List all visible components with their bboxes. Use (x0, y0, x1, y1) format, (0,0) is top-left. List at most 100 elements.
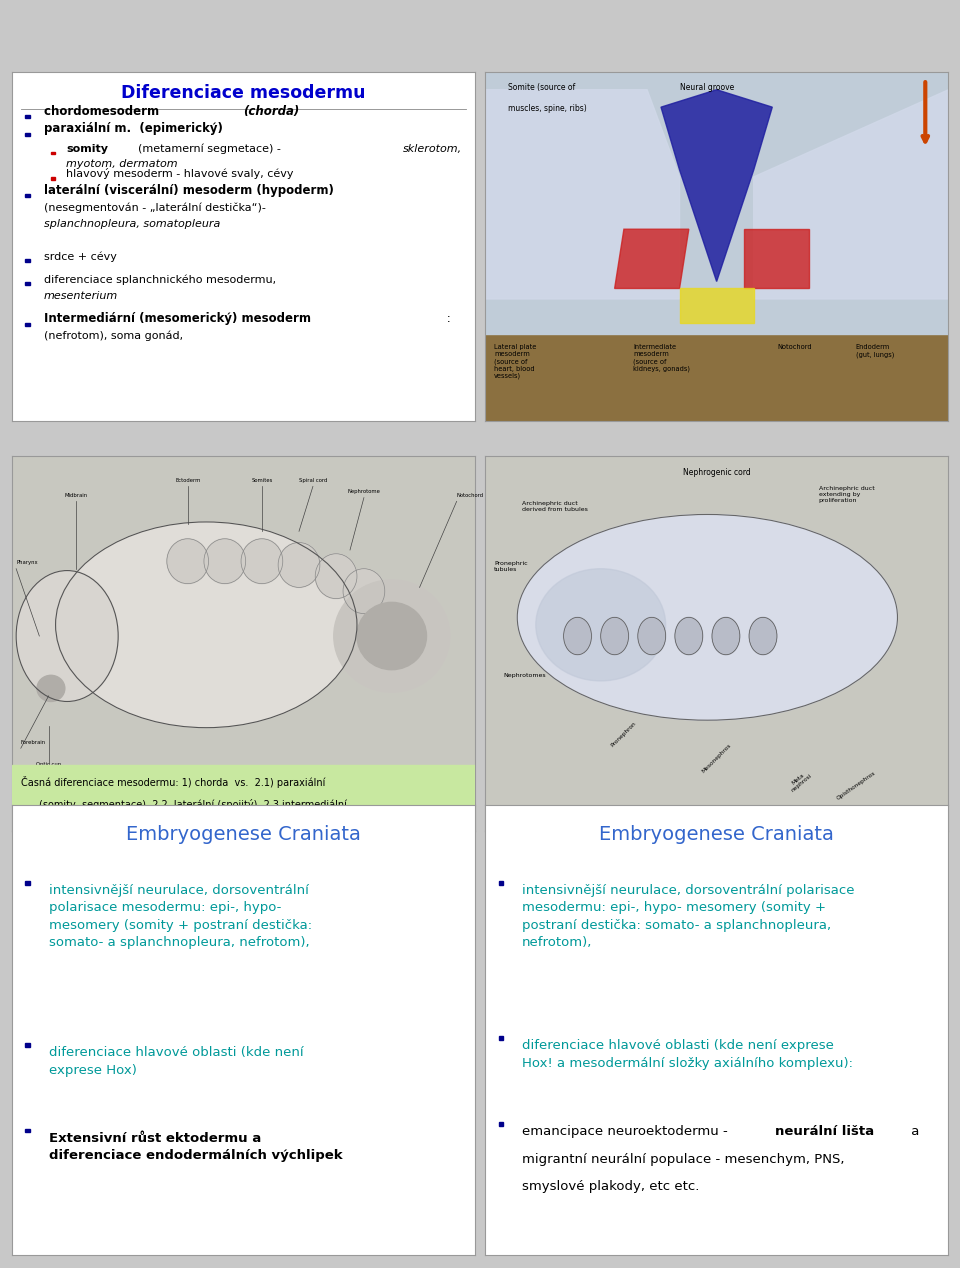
Bar (25, 323, 30, 326)
Text: (chorda): (chorda) (244, 104, 300, 118)
Ellipse shape (357, 602, 426, 670)
Ellipse shape (536, 569, 665, 681)
Text: Meta
nephrosi: Meta nephrosi (787, 768, 813, 794)
Text: Diferenciace mesodermu: Diferenciace mesodermu (121, 85, 366, 103)
Text: smyslové plakody, etc etc.: smyslové plakody, etc etc. (522, 1181, 699, 1193)
Bar (25, 133, 30, 136)
Text: Ectoderm: Ectoderm (175, 478, 201, 483)
Text: myotom, dermatom: myotom, dermatom (66, 160, 178, 169)
Text: Nephrotomes: Nephrotomes (503, 673, 546, 678)
Text: emancipace neuroektodermu -: emancipace neuroektodermu - (522, 1125, 732, 1137)
Ellipse shape (56, 522, 357, 728)
Text: neurální lišta: neurální lišta (775, 1125, 874, 1137)
Ellipse shape (278, 543, 320, 587)
Ellipse shape (712, 618, 740, 654)
Text: mesenterium: mesenterium (44, 292, 118, 301)
Text: Pronephric
tubules: Pronephric tubules (494, 562, 528, 572)
Text: Archinephric duct
derived from tubules: Archinephric duct derived from tubules (522, 501, 588, 512)
Text: (somity, segmentace), 2.2. laterální (spojitý), 2.3.intermediální: (somity, segmentace), 2.2. laterální (sp… (39, 799, 348, 810)
Text: diferenciace hlavové oblasti (kde není exprese
Hox! a mesodermální složky axiáln: diferenciace hlavové oblasti (kde není e… (522, 1040, 852, 1070)
Polygon shape (614, 230, 689, 288)
Text: Pharynx: Pharynx (16, 560, 37, 566)
Bar (25, 194, 30, 198)
Text: Notochord: Notochord (457, 493, 484, 497)
Text: (nefrotom), soma gonád,: (nefrotom), soma gonád, (44, 331, 183, 341)
Text: splanchnopleura, somatopleura: splanchnopleura, somatopleura (44, 219, 221, 230)
Text: Spiral cord: Spiral cord (299, 478, 327, 483)
Text: srdce + cévy: srdce + cévy (44, 251, 117, 261)
Text: hlavový mesoderm - hlavové svaly, cévy: hlavový mesoderm - hlavové svaly, cévy (66, 169, 294, 179)
Bar (25, 283, 30, 285)
Text: Embryonální ledvina Craniata: Embryonální ledvina Craniata (639, 809, 794, 819)
Bar (51, 152, 55, 155)
Ellipse shape (343, 569, 385, 614)
Polygon shape (744, 230, 809, 288)
Text: Opisthonephros: Opisthonephros (835, 770, 876, 800)
Bar (25, 1129, 30, 1132)
Ellipse shape (204, 539, 246, 583)
Text: Nephrogenic cord: Nephrogenic cord (683, 468, 751, 477)
Text: Intermediate
mesoderm
(source of
kidneys, gonads): Intermediate mesoderm (source of kidneys… (634, 344, 690, 373)
Text: Nephrotome: Nephrotome (348, 489, 380, 495)
Text: intensivnější neurulace, dorsoventrální
polarisace mesodermu: epi-, hypo-
mesome: intensivnější neurulace, dorsoventrální … (49, 884, 312, 950)
Text: diferenciace hlavové oblasti (kde není
exprese Hox): diferenciace hlavové oblasti (kde není e… (49, 1046, 303, 1077)
Text: chordomesoderm: chordomesoderm (44, 104, 163, 118)
Text: Midbrain: Midbrain (65, 493, 88, 497)
Text: Embryogenese Craniata: Embryogenese Craniata (126, 825, 361, 844)
Text: Intermediární (mesomerický) mesoderm: Intermediární (mesomerický) mesoderm (44, 312, 311, 325)
Ellipse shape (315, 554, 357, 598)
Text: Notochord: Notochord (777, 344, 811, 350)
Bar (498, 1122, 503, 1126)
Ellipse shape (601, 618, 629, 654)
Text: Extensivní růst ektodermu a
diferenciace endodermálních výchlipek: Extensivní růst ektodermu a diferenciace… (49, 1131, 342, 1161)
Polygon shape (661, 90, 772, 281)
Bar (12, 765, 475, 831)
Bar (498, 1036, 503, 1040)
Text: Endoderm
(gut, lungs): Endoderm (gut, lungs) (855, 344, 894, 358)
Text: sklerotom,: sklerotom, (402, 143, 462, 153)
Text: intensivnější neurulace, dorsoventrální polarisace
mesodermu: epi-, hypo- mesome: intensivnější neurulace, dorsoventrální … (522, 884, 854, 950)
Text: migrantní neurální populace - mesenchym, PNS,: migrantní neurální populace - mesenchym,… (522, 1153, 845, 1167)
Text: somity: somity (66, 143, 108, 153)
Ellipse shape (749, 618, 777, 654)
Bar (25, 260, 30, 262)
Text: (metamerní segmetace) -: (metamerní segmetace) - (138, 143, 284, 153)
Ellipse shape (334, 579, 449, 692)
Text: Pronephron: Pronephron (611, 721, 637, 748)
Bar (485, 72, 948, 333)
Bar (25, 115, 30, 118)
Ellipse shape (517, 515, 898, 720)
Bar (51, 178, 55, 180)
Ellipse shape (167, 539, 208, 583)
Ellipse shape (241, 539, 283, 583)
Text: Somite (source of: Somite (source of (508, 82, 575, 91)
Text: :: : (443, 312, 450, 325)
Text: a: a (907, 1125, 919, 1137)
Text: laterální (viscerální) mesoderm (hypoderm): laterální (viscerální) mesoderm (hypoder… (44, 184, 334, 197)
Text: paraxiální m.  (epimerický): paraxiální m. (epimerický) (44, 122, 223, 134)
Bar (485, 333, 948, 421)
Text: Lateral plate
mesoderm
(source of
heart, blood
vessels): Lateral plate mesoderm (source of heart,… (494, 344, 537, 379)
Ellipse shape (16, 571, 118, 701)
Text: Optic cup: Optic cup (36, 762, 61, 767)
Polygon shape (485, 90, 680, 299)
Text: Neural groove: Neural groove (681, 82, 734, 91)
Ellipse shape (637, 618, 665, 654)
Text: Časná diferenciace mesodermu: 1) chorda  vs.  2.1) paraxiální: Časná diferenciace mesodermu: 1) chorda … (21, 776, 325, 789)
Text: (nesegmentován - „laterální destička“)-: (nesegmentován - „laterální destička“)- (44, 203, 266, 213)
Ellipse shape (675, 618, 703, 654)
Polygon shape (680, 288, 754, 323)
Text: diferenciace splanchnického mesodermu,: diferenciace splanchnického mesodermu, (44, 274, 276, 284)
Bar (25, 881, 30, 885)
Bar (498, 881, 503, 885)
Text: Archinephric duct
extending by
proliferation: Archinephric duct extending by prolifera… (819, 487, 875, 503)
Bar (25, 1044, 30, 1047)
Ellipse shape (37, 676, 65, 701)
Ellipse shape (564, 618, 591, 654)
Text: Somites: Somites (252, 478, 273, 483)
Text: Mesonephros: Mesonephros (701, 743, 732, 775)
Text: Embryogenese Craniata: Embryogenese Craniata (599, 825, 834, 844)
Text: Forebrain: Forebrain (21, 739, 46, 744)
Text: muscles, spine, ribs): muscles, spine, ribs) (508, 104, 587, 113)
Polygon shape (754, 90, 948, 299)
